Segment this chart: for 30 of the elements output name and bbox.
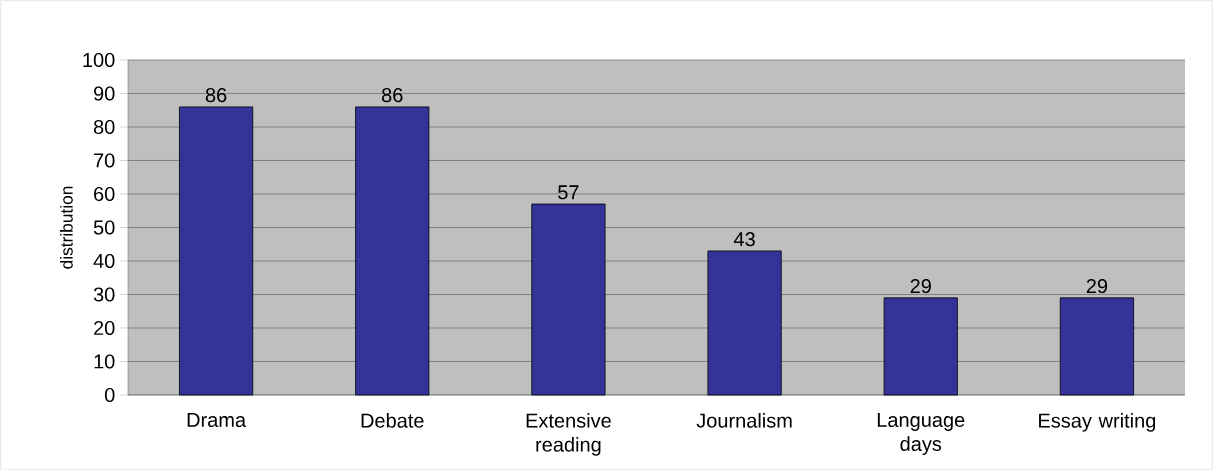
bar [1059, 297, 1134, 396]
bar [707, 250, 782, 396]
data-label: 29 [1086, 278, 1108, 294]
y-tick-label: 80 [93, 119, 115, 135]
y-tick-label: 60 [94, 186, 115, 202]
data-label: 29 [910, 278, 931, 294]
bar [179, 106, 254, 396]
data-label: 57 [558, 185, 579, 200]
y-tick-label: 10 [94, 354, 115, 369]
y-tick-label: 0 [104, 387, 115, 403]
x-tick-label: Extensive reading [526, 413, 611, 456]
bar [883, 297, 958, 396]
x-tick-label: Journalism [696, 413, 792, 428]
bar [531, 203, 606, 396]
x-tick-label: Debate [361, 413, 424, 428]
y-tick-label: 20 [94, 320, 115, 336]
y-tick-label: 100 [83, 52, 115, 68]
data-label: 86 [205, 88, 227, 103]
data-label: 86 [382, 88, 403, 103]
y-tick-label: 40 [93, 253, 115, 269]
y-axis-title: distribution [60, 186, 73, 269]
data-label: 43 [733, 232, 755, 247]
bar [355, 106, 430, 396]
x-tick-label: Language days [877, 413, 965, 455]
y-tick-label: 90 [94, 86, 115, 101]
y-tick-label: 50 [93, 220, 115, 235]
x-tick-label: Drama [187, 413, 247, 427]
x-tick-label: Essay writing [1039, 413, 1156, 432]
y-tick-label: 70 [94, 153, 115, 168]
y-tick-label: 30 [93, 287, 115, 302]
